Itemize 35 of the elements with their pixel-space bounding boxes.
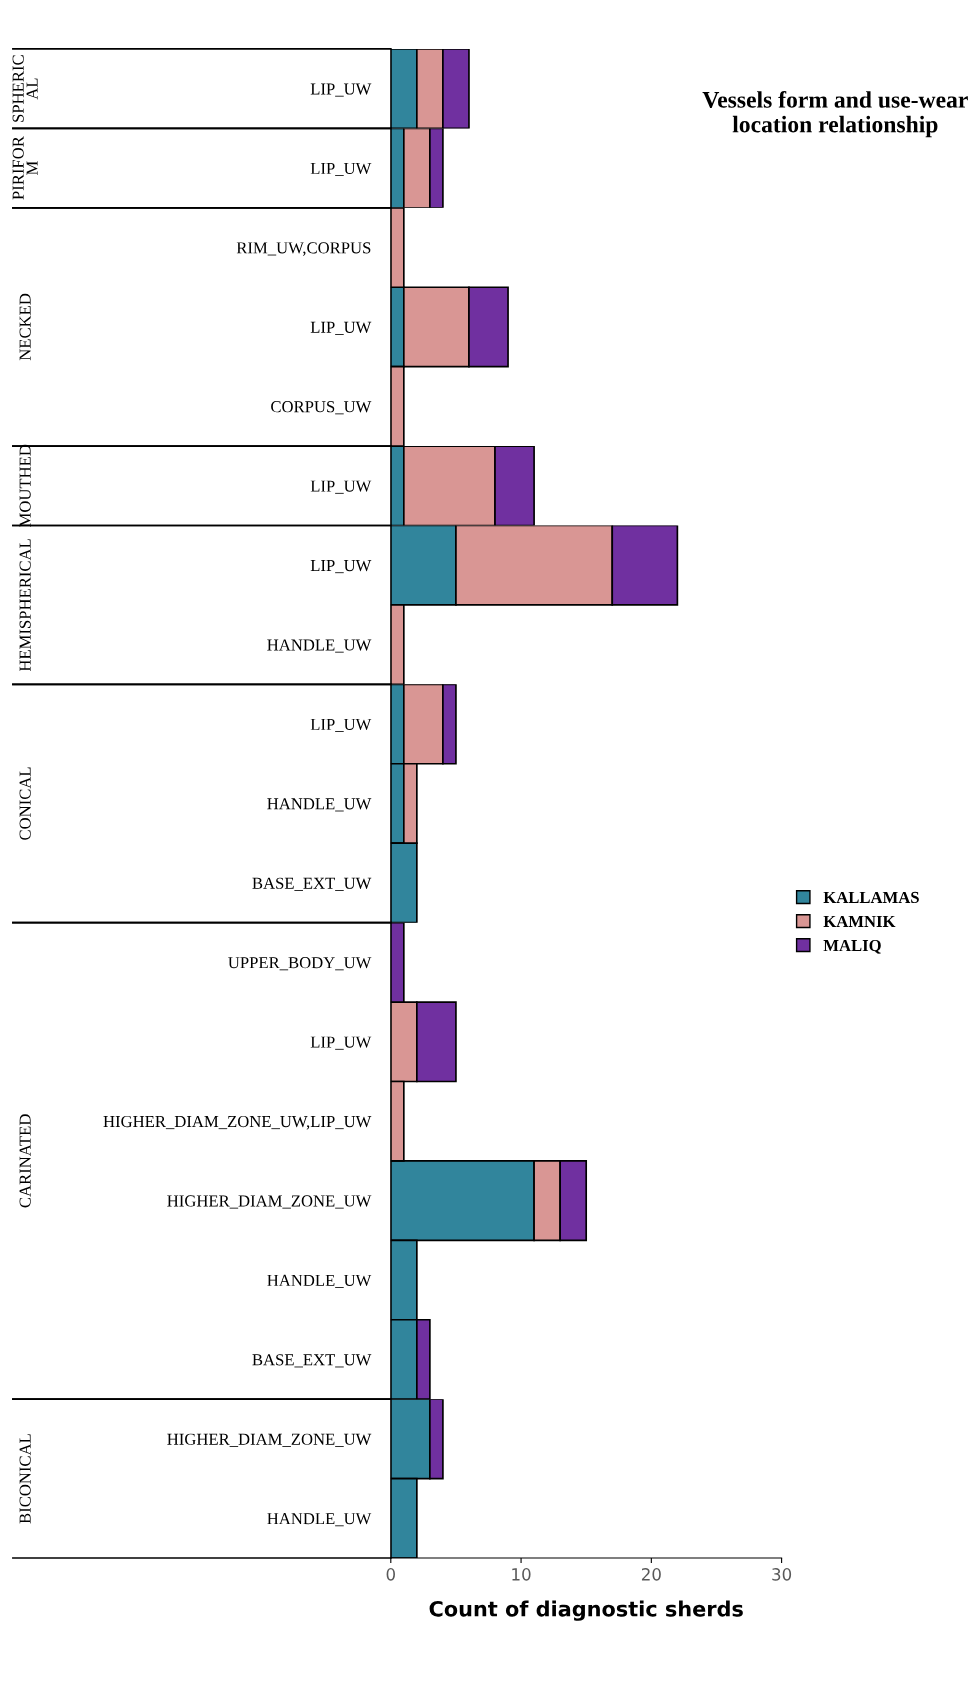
y-tick-label: HIGHER_DIAM_ZONE_UW: [167, 1433, 372, 1447]
y-tick-label: HIGHER_DIAM_ZONE_UW: [167, 1195, 372, 1209]
y-tick-label: UPPER_BODY_UW: [228, 957, 372, 971]
y-tick-label: HANDLE_UW: [267, 639, 372, 653]
y-axis-title: NECKED: [19, 293, 31, 361]
y-tick-label: CORPUS_UW: [271, 401, 372, 415]
y-tick-label: BASE_EXT_UW: [252, 1354, 372, 1368]
y-axis-title: CARINATED: [19, 1114, 31, 1208]
y-tick-label: LIP_UW: [310, 83, 372, 97]
y-tick-label: LIP_UW: [310, 480, 372, 494]
y-axis-title: PIRIFORM: [12, 136, 38, 200]
x-axis-title: Count of diagnostic sherds: [429, 1600, 743, 1621]
y-tick-label: LIP_UW: [310, 321, 372, 335]
legend-label: KAMNIK: [823, 915, 896, 927]
y-tick-label: HANDLE_UW: [267, 1513, 372, 1527]
x-tick-label: 30: [772, 1568, 792, 1581]
y-tick-label: HANDLE_UW: [267, 1274, 372, 1288]
y-tick-label: LIP_UW: [310, 718, 372, 732]
legend-label: MALIQ: [823, 939, 881, 954]
y-tick-label: LIP_UW: [310, 560, 372, 574]
text: Vessels form and use-wear location relationship: [702, 90, 968, 138]
y-tick-label: HANDLE_UW: [267, 798, 372, 812]
x-tick-label: 10: [512, 1568, 531, 1581]
y-tick-label: LIP_UW: [310, 1036, 372, 1050]
y-tick-label: LIP_UW: [310, 162, 372, 177]
y-tick-label: RIM_UW,CORPUS: [236, 242, 371, 256]
x-tick-label: 0: [386, 1568, 395, 1581]
y-tick-label: HIGHER_DIAM_ZONE_UW,LIP_UW: [103, 1115, 372, 1130]
legend-label: KALLAMAS: [823, 891, 919, 904]
y-axis-title: HEMISPHERICAL: [19, 539, 31, 672]
y-axis-title: CONICAL: [19, 767, 31, 840]
y-tick-label: BASE_EXT_UW: [252, 877, 372, 891]
y-axis-title: BICONICAL: [19, 1434, 31, 1524]
x-tick-label: 20: [641, 1568, 661, 1581]
y-axis-title: SPHERICAL: [12, 55, 38, 122]
